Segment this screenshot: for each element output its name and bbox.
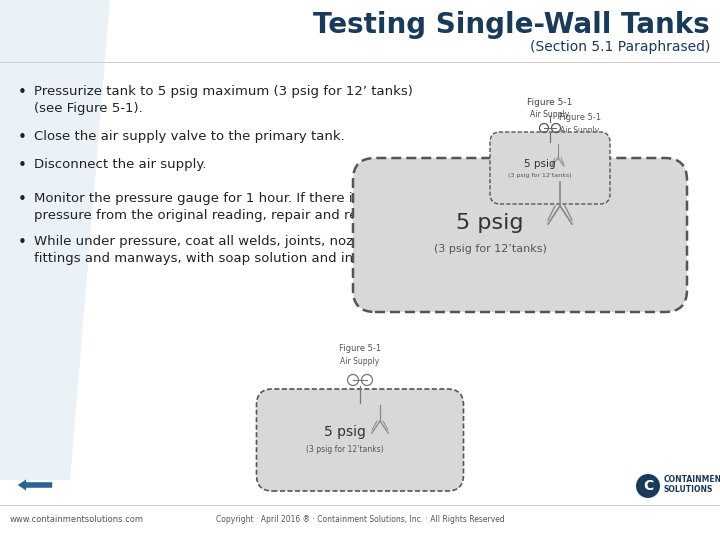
Polygon shape — [0, 0, 110, 480]
Text: www.containmentsolutions.com: www.containmentsolutions.com — [10, 516, 144, 524]
Text: Monitor the pressure gauge for 1 hour. If there is a loss in
pressure from the o: Monitor the pressure gauge for 1 hour. I… — [34, 192, 447, 222]
FancyBboxPatch shape — [353, 158, 687, 312]
FancyBboxPatch shape — [490, 132, 610, 204]
Text: •: • — [17, 158, 27, 173]
Text: •: • — [17, 235, 27, 250]
Text: •: • — [17, 130, 27, 145]
Text: While under pressure, coat all welds, joints, nozzle
fittings and manways, with : While under pressure, coat all welds, jo… — [34, 235, 394, 265]
Circle shape — [636, 474, 660, 498]
Text: •: • — [17, 85, 27, 100]
FancyBboxPatch shape — [256, 389, 464, 491]
Text: Figure 5-1: Figure 5-1 — [339, 344, 381, 353]
Text: 5 psig: 5 psig — [456, 213, 523, 233]
Text: Testing Single-Wall Tanks: Testing Single-Wall Tanks — [313, 11, 710, 39]
Text: •: • — [17, 192, 27, 207]
Text: SOLUTIONS: SOLUTIONS — [664, 485, 714, 495]
Text: (3 psig for 12’tanks): (3 psig for 12’tanks) — [306, 446, 384, 455]
Text: C: C — [643, 479, 653, 493]
Text: CONTAINMENT: CONTAINMENT — [664, 476, 720, 484]
Text: Air Supply: Air Supply — [560, 126, 600, 135]
Text: (Section 5.1 Paraphrased): (Section 5.1 Paraphrased) — [530, 40, 710, 54]
Text: Copyright · April 2016 ® · Containment Solutions, Inc. · All Rights Reserved: Copyright · April 2016 ® · Containment S… — [215, 516, 505, 524]
Text: Figure 5-1: Figure 5-1 — [559, 113, 601, 122]
Text: 5 psig: 5 psig — [324, 425, 366, 439]
Text: 5 psig: 5 psig — [524, 159, 556, 169]
Text: Air Supply: Air Supply — [531, 110, 570, 119]
Text: (3 psig for 12’tanks): (3 psig for 12’tanks) — [433, 244, 546, 254]
Text: Pressurize tank to 5 psig maximum (3 psig for 12’ tanks)
(see Figure 5-1).: Pressurize tank to 5 psig maximum (3 psi… — [34, 85, 413, 115]
Text: Disconnect the air supply.: Disconnect the air supply. — [34, 158, 207, 171]
FancyArrowPatch shape — [18, 480, 53, 490]
Text: Figure 5-1: Figure 5-1 — [527, 98, 572, 107]
Text: (3 psig for 12’tanks): (3 psig for 12’tanks) — [508, 173, 572, 179]
Text: Air Supply: Air Supply — [341, 357, 379, 366]
Text: Close the air supply valve to the primary tank.: Close the air supply valve to the primar… — [34, 130, 345, 143]
